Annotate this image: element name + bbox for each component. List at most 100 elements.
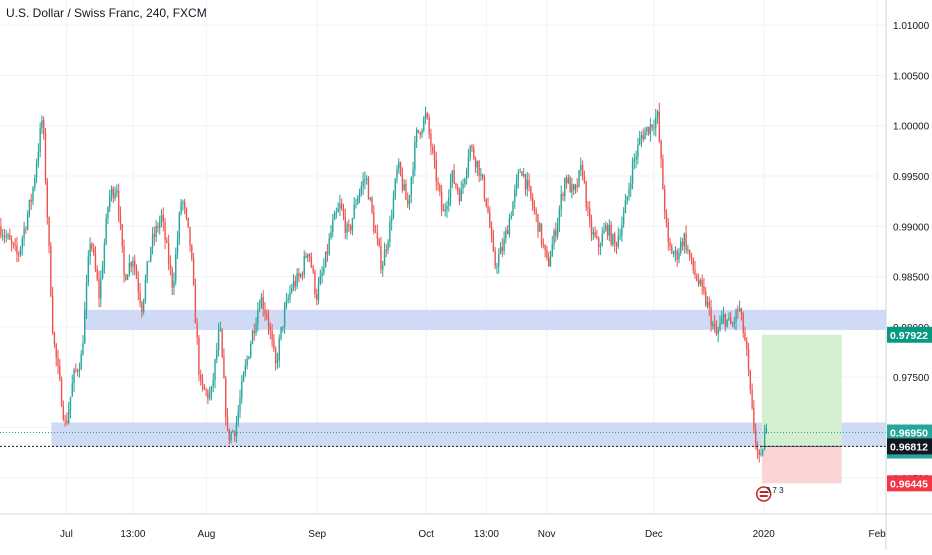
- candle-body: [178, 213, 181, 239]
- candle-body: [455, 183, 457, 187]
- candle-body: [555, 230, 557, 237]
- x-tick-label: Jul: [60, 529, 73, 540]
- candle-body: [337, 208, 339, 213]
- candle-body: [692, 257, 694, 270]
- x-tick-label: Aug: [198, 529, 216, 540]
- candle-body: [94, 252, 97, 270]
- candle-body: [212, 380, 214, 387]
- candle-body: [671, 246, 673, 254]
- candle-body: [203, 384, 206, 390]
- candle-body: [742, 313, 744, 333]
- candle-body: [46, 181, 48, 218]
- candle-body: [553, 230, 555, 245]
- candle-body: [601, 233, 603, 246]
- candle-body: [51, 295, 54, 333]
- candle-body: [107, 207, 109, 218]
- candle-body: [187, 217, 189, 227]
- candle-body: [276, 360, 279, 363]
- candle-body: [565, 178, 568, 184]
- candle-body: [433, 151, 436, 161]
- candle-body: [514, 189, 516, 202]
- candle-body: [517, 172, 520, 181]
- candle-body: [738, 308, 741, 311]
- candle-body: [721, 317, 723, 324]
- candle-body: [73, 369, 75, 384]
- candle-body: [251, 330, 254, 344]
- candle-body: [271, 331, 273, 341]
- candle-body: [437, 182, 439, 185]
- candle-body: [696, 275, 698, 281]
- candle-body: [221, 329, 223, 358]
- candle-body: [353, 204, 355, 219]
- candle-body: [754, 429, 757, 444]
- candle-body: [651, 124, 653, 128]
- candle-body: [583, 176, 586, 182]
- candle-body: [198, 337, 200, 375]
- candle-body: [144, 279, 147, 300]
- candle-body: [465, 170, 468, 179]
- candle-body: [731, 323, 734, 325]
- candle-body: [719, 323, 721, 330]
- candle-body: [301, 274, 304, 276]
- candle-body: [344, 216, 346, 233]
- candle-body: [167, 242, 170, 264]
- candle-body: [458, 191, 461, 202]
- candle-body: [314, 271, 316, 295]
- candle-body: [307, 253, 309, 258]
- candle-body: [330, 232, 332, 239]
- flag-stripe: [759, 495, 768, 497]
- candle-body: [291, 288, 293, 292]
- candle-body: [333, 213, 336, 220]
- stop-price-label-bg: [887, 475, 932, 492]
- y-tick-label: 0.98500: [893, 273, 930, 284]
- candle-body: [722, 314, 725, 318]
- entry-price-label-bg: [887, 438, 932, 455]
- candle-body: [214, 359, 216, 381]
- candle-body: [43, 119, 45, 134]
- candle-body: [358, 192, 361, 198]
- candle-body: [619, 236, 621, 238]
- candle-body: [185, 208, 188, 218]
- candle-body: [341, 203, 343, 209]
- candle-body: [250, 343, 252, 357]
- candle-body: [592, 232, 595, 235]
- candle-body: [476, 160, 479, 168]
- candles: [0, 102, 768, 463]
- us-flag-icon[interactable]: [755, 486, 772, 502]
- support-resistance-zones: [51, 309, 887, 447]
- y-tick-label: 1.00000: [893, 122, 930, 133]
- current-price-label-bg: [887, 424, 932, 441]
- candle-body: [530, 186, 532, 198]
- candle-body: [159, 220, 161, 229]
- candle-body: [319, 275, 321, 285]
- candle-body: [248, 356, 250, 359]
- candle-body: [678, 252, 680, 260]
- candle-body: [196, 323, 198, 338]
- candle-body: [96, 269, 98, 280]
- candle-body: [244, 364, 247, 373]
- candle-body: [694, 269, 696, 276]
- candle-body: [642, 135, 644, 140]
- candle-body: [658, 111, 661, 141]
- profit-zone[interactable]: [761, 334, 842, 447]
- candle-body: [142, 299, 145, 313]
- candle-body: [125, 274, 127, 281]
- chart-title: U.S. Dollar / Swiss Franc, 240, FXCM: [6, 6, 207, 20]
- candle-body: [501, 246, 503, 252]
- candle-body: [599, 245, 602, 248]
- candle-body: [19, 247, 22, 255]
- candle-body: [505, 230, 507, 239]
- long-position-tool[interactable]: [761, 334, 842, 484]
- candle-body: [1, 235, 4, 237]
- event-marker[interactable]: 3 7 3: [755, 486, 784, 502]
- loss-zone[interactable]: [761, 446, 842, 484]
- candle-body: [378, 238, 380, 246]
- candle-body: [712, 323, 714, 326]
- candle-body: [150, 247, 152, 261]
- candle-body: [571, 184, 573, 193]
- candle-body: [308, 253, 311, 257]
- candle-body: [289, 291, 291, 299]
- candle-body: [360, 186, 363, 193]
